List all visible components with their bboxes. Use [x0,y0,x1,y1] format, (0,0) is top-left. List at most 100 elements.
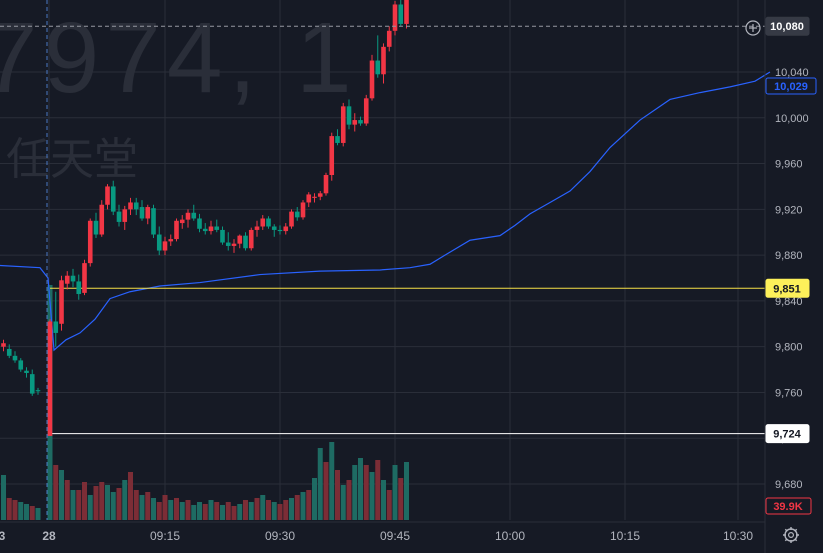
volume-bar [145,492,151,520]
crosshair-price-tag: 10,080 [770,21,804,33]
volume-bar [317,448,323,520]
candle-body [35,390,41,392]
candle-body [145,207,151,219]
candle-body [317,193,323,197]
volume-bar [225,502,231,520]
volume-bar [1,475,6,520]
candle-body [312,196,317,198]
candle-body [174,220,179,240]
candle-body [139,207,145,219]
candle-body [128,202,133,210]
volume-bar [105,485,110,520]
ma-value-tag-bg [765,77,817,95]
volume-bar [64,480,70,520]
volume-bar [197,502,202,520]
candle-body [133,202,139,210]
volume-bar [6,498,12,520]
volume-bar [323,462,329,520]
candle-body [191,212,197,219]
gear-icon[interactable] [780,524,802,546]
volume-bar [70,490,76,520]
candle-body [300,202,306,218]
candle-body [277,229,283,232]
volume-bar [208,500,214,520]
candle-body [335,136,340,143]
volume-bar [133,490,139,520]
candle-body [214,226,220,230]
candle-body [59,280,64,324]
volume-bar [363,465,369,520]
volume-bar [87,495,93,520]
candle-body [271,226,277,230]
candle-body [369,60,375,99]
candle-body [122,209,128,222]
candle-body [70,275,76,282]
candle-body [76,281,82,295]
candle-body [225,242,231,246]
price-level-tag-bg [765,424,810,444]
candle-body [64,275,70,284]
candle-body [197,218,202,229]
candle-body [392,4,398,31]
time-tick-label: 10:15 [610,529,640,543]
time-tick-label: 3 [0,529,6,543]
volume-bar [277,504,283,520]
candle-body [237,235,243,244]
candle-body [1,343,6,347]
volume-bar [156,502,162,520]
volume-bar [162,495,168,520]
volume-bar [375,460,381,520]
candle-body [179,219,185,224]
volume-bar [151,498,156,520]
candle-body [110,186,116,212]
volume-bar [260,495,266,520]
candle-body [306,194,312,203]
candle-body [151,208,156,235]
volume-bar [346,480,352,520]
candle-body [105,186,110,205]
candle-body [248,229,254,249]
volume-bar [231,506,237,520]
candle-body [53,321,59,333]
volume-bar [312,478,317,520]
plus-icon[interactable] [744,19,762,37]
volume-bar [139,495,145,520]
volume-bar [369,472,375,520]
candle-body [29,374,35,394]
volume-bar [174,498,179,520]
price-tick-label: 9,680 [775,479,803,491]
price-level-tag: 9,851 [773,283,801,295]
volume-bar [266,500,271,520]
volume-bar [116,488,122,520]
moving-average-line [0,71,771,352]
candle-body [156,234,162,251]
candle-body [346,106,352,125]
volume-bar [283,500,289,520]
candle-body [283,226,289,232]
volume-bar [340,485,346,520]
volume-bar [53,465,59,520]
volume-bar [254,498,260,520]
candle-body [12,355,18,361]
volume-bar [76,490,82,520]
volume-bar [99,482,105,520]
candle-body [243,235,248,249]
candle-body [47,321,53,436]
price-tick-label: 9,760 [775,387,803,399]
volume-value-tag-bg [765,497,812,515]
ma-value-tag: 10,029 [774,81,808,93]
candle-body [404,0,409,24]
time-tick-label: 10:00 [495,529,525,543]
price-level-tag: 9,724 [773,429,801,441]
candle-body [202,228,208,232]
candle-body [386,30,392,47]
volume-bar [294,495,300,520]
candle-body [116,211,122,222]
candle-body [398,4,404,24]
volume-bar [82,482,87,520]
volume-bar [59,470,64,520]
candle-body [24,370,29,373]
candle-body [185,212,191,220]
